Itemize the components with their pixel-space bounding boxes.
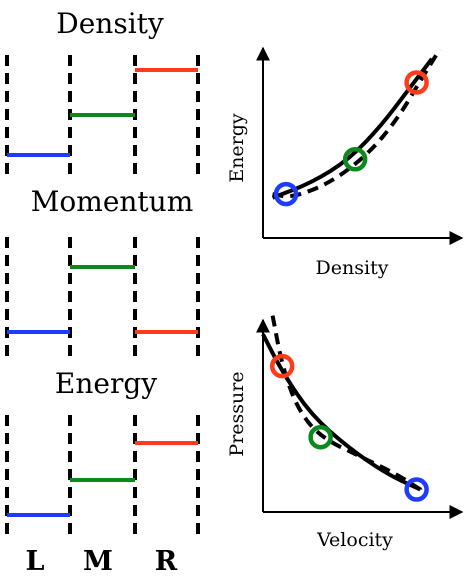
x-axis-label: Density — [316, 257, 389, 279]
y-axis-label: Energy — [226, 113, 248, 183]
state-point-r — [269, 353, 295, 379]
state-point-l — [273, 181, 299, 207]
energy-panel: Energy — [5, 367, 200, 535]
state-point-m — [342, 147, 368, 172]
region-label-l: L — [26, 546, 45, 577]
state-point-r — [404, 70, 429, 95]
pressure-vs-velocity-plot: Pressure Velocity — [226, 315, 464, 551]
panel-title: Momentum — [31, 185, 194, 218]
density-levels — [5, 55, 200, 175]
region-label-m: M — [83, 546, 113, 577]
energy-levels — [5, 415, 200, 535]
state-point-l — [404, 477, 429, 502]
region-label-r: R — [155, 546, 178, 577]
energy-vs-density-plot: Energy Density — [226, 46, 464, 279]
density-panel: Density — [5, 7, 200, 175]
x-axis-label: Velocity — [316, 529, 393, 551]
momentum-panel: Momentum — [5, 185, 200, 357]
state-point-m — [308, 424, 333, 450]
dashed-curve — [270, 315, 422, 492]
panel-title: Density — [56, 7, 164, 40]
y-axis-label: Pressure — [226, 371, 248, 456]
panel-title: Energy — [55, 367, 157, 400]
momentum-levels — [5, 237, 200, 357]
